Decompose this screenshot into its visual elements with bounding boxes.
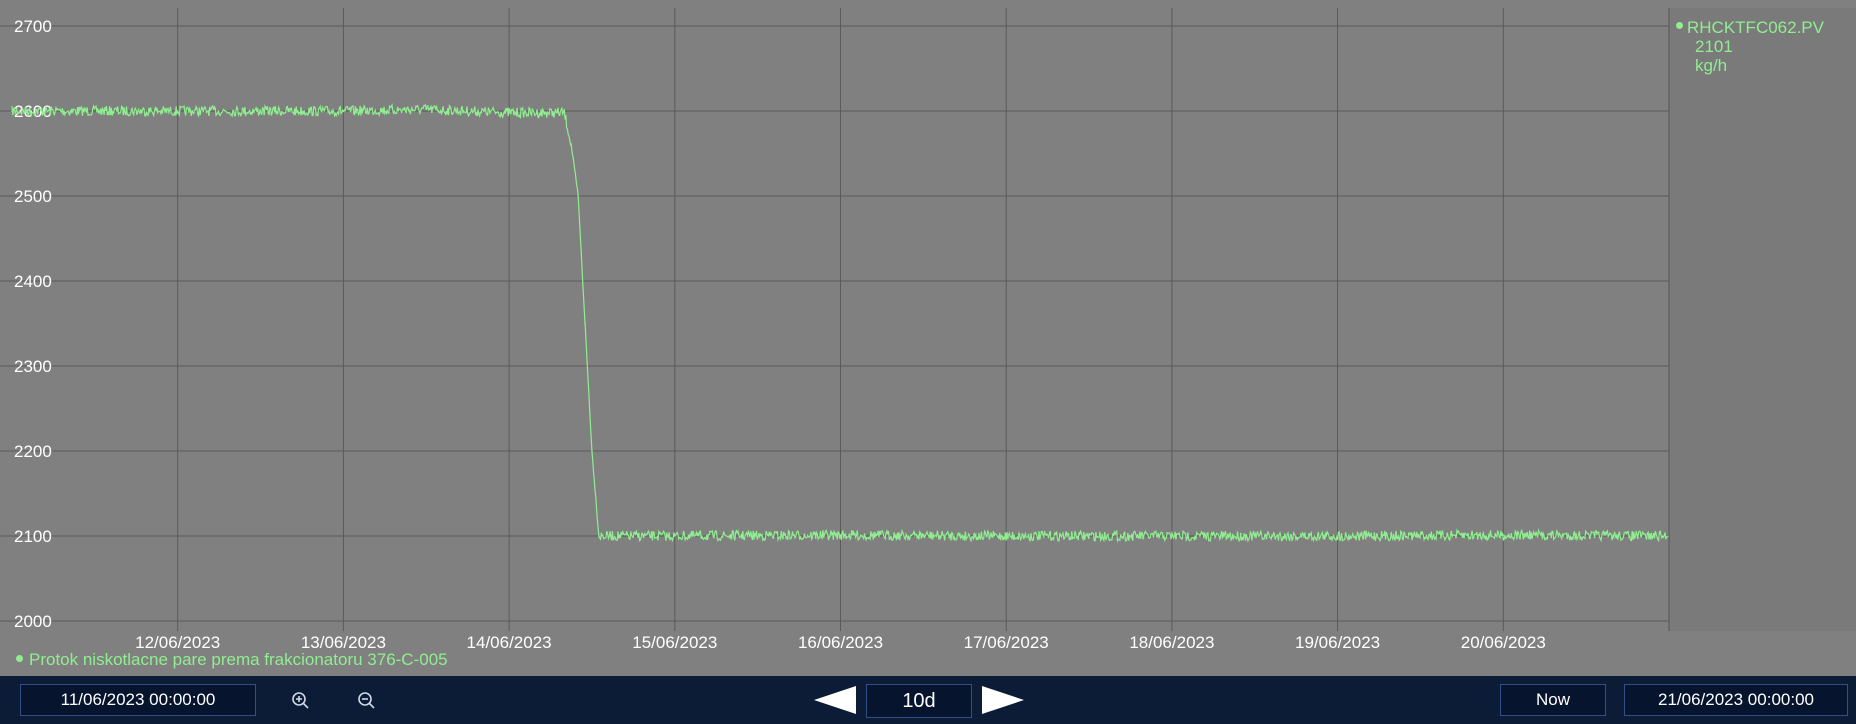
arrow-left-icon[interactable]	[814, 686, 856, 714]
series-line	[11, 103, 1670, 543]
data-point	[563, 111, 566, 114]
time-toolbar: 11/06/2023 00:00:00 10d Now 21/06/2023 0…	[0, 676, 1856, 724]
data-point	[425, 108, 428, 111]
data-point	[176, 110, 179, 112]
y-tick-label: 2500	[14, 187, 52, 206]
zoom-in-icon[interactable]	[288, 688, 312, 712]
data-point	[1171, 535, 1173, 537]
legend-value: 2101	[1695, 37, 1733, 56]
data-point	[1336, 535, 1339, 537]
legend-tag: RHCKTFC062.PV	[1687, 18, 1824, 37]
data-point	[570, 144, 573, 146]
trend-chart[interactable]: 2000 2100 2200 2300 2400 2500 2600 2700 12/06/2…	[0, 0, 1856, 676]
data-point	[508, 111, 510, 114]
data-point	[1005, 535, 1007, 537]
y-tick-label: 2400	[14, 272, 52, 291]
data-point	[1502, 534, 1505, 536]
data-point	[584, 322, 586, 325]
data-point	[839, 534, 842, 536]
series-description-label: Protok niskotlacne pare prema frakcionat…	[29, 650, 448, 669]
legend-dot-icon	[1676, 22, 1683, 30]
now-button[interactable]: Now	[1500, 684, 1606, 716]
series-dot-icon	[16, 655, 23, 663]
y-tick-label: 2700	[14, 17, 52, 36]
legend-right: RHCKTFC062.PV 2101 kg/h	[1676, 18, 1824, 75]
x-tick-label: 18/06/2023	[1129, 633, 1214, 652]
x-tick-label: 17/06/2023	[964, 633, 1049, 652]
y-tick-label: 2200	[14, 442, 52, 461]
series-description: Protok niskotlacne pare prema frakcionat…	[16, 650, 448, 670]
start-time-field[interactable]: 11/06/2023 00:00:00	[20, 684, 256, 716]
data-point	[598, 535, 600, 537]
x-tick-label: 13/06/2023	[301, 633, 386, 652]
legend-panel	[1669, 8, 1856, 631]
y-axis: 2000 2100 2200 2300 2400 2500 2600 2700	[14, 17, 52, 631]
series-group	[11, 103, 1670, 543]
y-tick-label: 2300	[14, 357, 52, 376]
x-axis: 12/06/2023 13/06/2023 14/06/2023 15/06/2023…	[135, 633, 1546, 652]
data-point	[342, 110, 345, 112]
y-tick-label: 2100	[14, 527, 52, 546]
zoom-out-icon[interactable]	[354, 688, 378, 712]
x-tick-label: 12/06/2023	[135, 633, 220, 652]
x-tick-label: 16/06/2023	[798, 633, 883, 652]
end-time-field[interactable]: 21/06/2023 00:00:00	[1624, 684, 1848, 716]
range-field[interactable]: 10d	[866, 684, 972, 718]
arrow-right-icon[interactable]	[982, 686, 1024, 714]
data-point	[591, 450, 593, 452]
y-tick-label: 2000	[14, 612, 52, 631]
y-tick-label: 2600	[14, 102, 52, 121]
data-point	[674, 535, 676, 537]
x-tick-label: 20/06/2023	[1461, 633, 1546, 652]
data-point	[577, 195, 579, 197]
x-tick-label: 15/06/2023	[632, 633, 717, 652]
plot-area	[0, 8, 1669, 631]
x-tick-label: 19/06/2023	[1295, 633, 1380, 652]
legend-unit: kg/h	[1695, 56, 1728, 75]
x-tick-label: 14/06/2023	[467, 633, 552, 652]
data-point	[11, 110, 13, 112]
